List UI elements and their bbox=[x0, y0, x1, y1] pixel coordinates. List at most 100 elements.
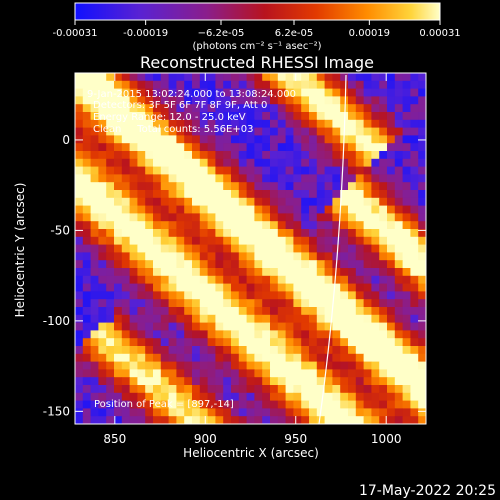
heatmap-cell bbox=[153, 190, 162, 199]
heatmap-cell bbox=[199, 127, 208, 136]
heatmap-cell bbox=[153, 244, 162, 253]
heatmap-cell bbox=[231, 299, 240, 308]
heatmap-cell bbox=[176, 127, 185, 136]
heatmap-cell bbox=[262, 174, 271, 183]
heatmap-cell bbox=[332, 104, 341, 113]
heatmap-cell bbox=[75, 104, 84, 113]
heatmap-cell bbox=[215, 213, 224, 222]
heatmap-cell bbox=[355, 127, 364, 136]
heatmap-cell bbox=[184, 96, 193, 105]
heatmap-cell bbox=[121, 197, 130, 206]
heatmap-cell bbox=[355, 244, 364, 253]
heatmap-cell bbox=[348, 291, 357, 300]
heatmap-cell bbox=[371, 361, 380, 370]
heatmap-cell bbox=[176, 291, 185, 300]
heatmap-cell bbox=[106, 229, 115, 238]
heatmap-cell bbox=[176, 135, 185, 144]
heatmap-cell bbox=[223, 205, 232, 214]
heatmap-cell bbox=[270, 314, 279, 323]
heatmap-cell bbox=[363, 330, 372, 339]
heatmap-cell bbox=[192, 369, 201, 378]
heatmap-cell bbox=[215, 166, 224, 175]
heatmap-cell bbox=[137, 213, 146, 222]
heatmap-cell bbox=[363, 252, 372, 261]
heatmap-cell bbox=[90, 275, 99, 284]
heatmap-cell bbox=[238, 338, 247, 347]
heatmap-cell bbox=[316, 307, 325, 316]
heatmap-cell bbox=[90, 291, 99, 300]
heatmap-cell bbox=[246, 197, 255, 206]
heatmap-cell bbox=[82, 244, 91, 253]
heatmap-cell bbox=[301, 213, 310, 222]
heatmap-cell bbox=[418, 314, 426, 323]
heatmap-cell bbox=[153, 416, 162, 424]
overlay-energy: Energy Range: 12.0 - 25.0 keV bbox=[93, 112, 246, 123]
heatmap-cell bbox=[285, 236, 294, 245]
heatmap-cell bbox=[309, 151, 318, 160]
heatmap-cell bbox=[153, 80, 162, 89]
heatmap-cell bbox=[82, 221, 91, 230]
heatmap-cell bbox=[176, 400, 185, 409]
heatmap-cell bbox=[160, 283, 169, 292]
heatmap-cell bbox=[316, 221, 325, 230]
heatmap-cell bbox=[207, 361, 216, 370]
heatmap-cell bbox=[371, 190, 380, 199]
heatmap-cell bbox=[215, 80, 224, 89]
heatmap-cell bbox=[340, 369, 349, 378]
heatmap-cell bbox=[153, 283, 162, 292]
heatmap-cell bbox=[192, 408, 201, 417]
heatmap-cell bbox=[316, 299, 325, 308]
heatmap-cell bbox=[387, 314, 396, 323]
heatmap-cell bbox=[402, 213, 411, 222]
heatmap-cell bbox=[324, 275, 333, 284]
heatmap-cell bbox=[184, 353, 193, 362]
heatmap-cell bbox=[262, 314, 271, 323]
heatmap-cell bbox=[160, 299, 169, 308]
heatmap-cell bbox=[262, 112, 271, 121]
heatmap-cell bbox=[379, 244, 388, 253]
heatmap-cell bbox=[348, 392, 357, 401]
heatmap-cell bbox=[199, 205, 208, 214]
heatmap-cell bbox=[129, 408, 138, 417]
heatmap-cell bbox=[246, 229, 255, 238]
heatmap-cell bbox=[277, 392, 286, 401]
heatmap-cell bbox=[215, 252, 224, 261]
heatmap-cell bbox=[324, 197, 333, 206]
heatmap-cell bbox=[277, 353, 286, 362]
heatmap-cell bbox=[192, 252, 201, 261]
heatmap-cell bbox=[192, 80, 201, 89]
heatmap-cell bbox=[160, 73, 169, 82]
heatmap-cell bbox=[316, 213, 325, 222]
heatmap-cell bbox=[207, 408, 216, 417]
heatmap-cell bbox=[293, 322, 302, 331]
heatmap-cell bbox=[98, 112, 107, 121]
heatmap-cell bbox=[410, 119, 419, 128]
heatmap-cell bbox=[82, 275, 91, 284]
heatmap-cell bbox=[215, 314, 224, 323]
heatmap-cell bbox=[238, 275, 247, 284]
heatmap-cell bbox=[121, 205, 130, 214]
heatmap-cell bbox=[379, 127, 388, 136]
heatmap-cell bbox=[184, 104, 193, 113]
heatmap-cell bbox=[106, 275, 115, 284]
heatmap-cell bbox=[160, 346, 169, 355]
heatmap-cell bbox=[285, 275, 294, 284]
heatmap-cell bbox=[285, 299, 294, 308]
heatmap-cell bbox=[309, 338, 318, 347]
heatmap-cell bbox=[348, 252, 357, 261]
heatmap-cell bbox=[153, 361, 162, 370]
heatmap-cell bbox=[379, 236, 388, 245]
heatmap-cell bbox=[246, 135, 255, 144]
heatmap-cell bbox=[410, 88, 419, 97]
heatmap-cell bbox=[192, 392, 201, 401]
heatmap-cell bbox=[106, 127, 115, 136]
heatmap-cell bbox=[270, 73, 279, 82]
heatmap-cell bbox=[262, 299, 271, 308]
heatmap-cell bbox=[192, 361, 201, 370]
heatmap-cell bbox=[418, 143, 426, 152]
heatmap-cell bbox=[324, 127, 333, 136]
heatmap-cell bbox=[277, 275, 286, 284]
heatmap-cell bbox=[114, 385, 123, 394]
heatmap-cell bbox=[371, 213, 380, 222]
heatmap-cell bbox=[309, 299, 318, 308]
